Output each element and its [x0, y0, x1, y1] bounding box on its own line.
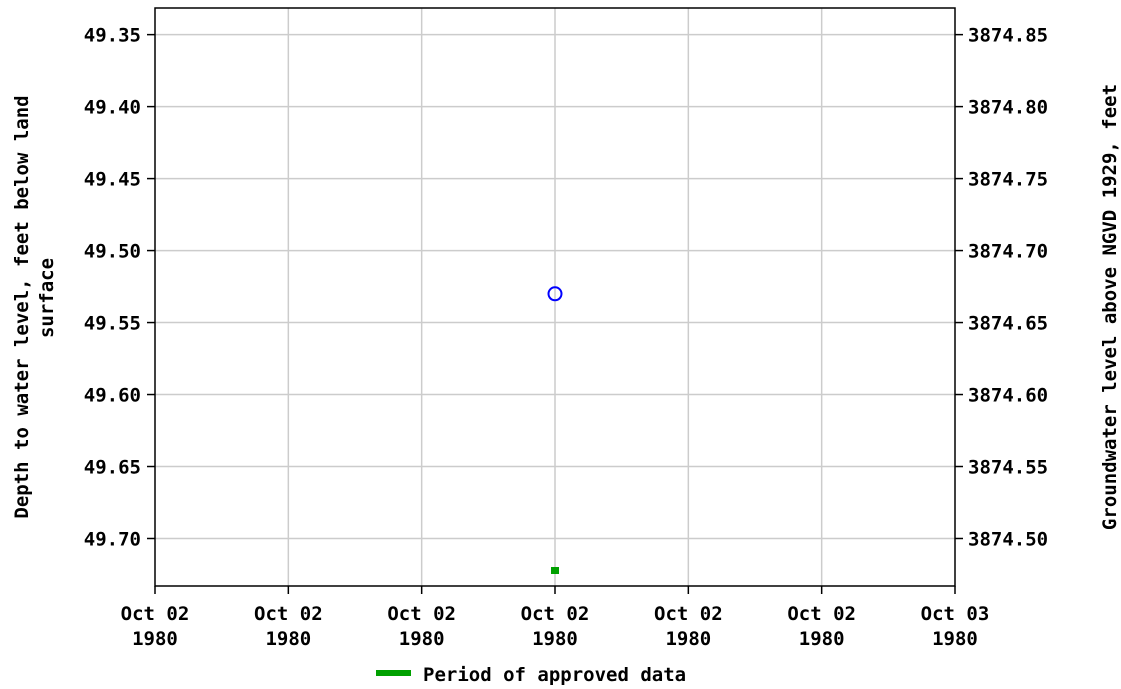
legend-label-approved: Period of approved data	[423, 664, 686, 686]
right-tick-label: 3874.85	[968, 25, 1048, 47]
x-tick-label-date: Oct 02	[254, 603, 323, 625]
approved-data-mark	[551, 567, 559, 574]
x-tick-label-year: 1980	[799, 628, 845, 650]
right-tick-label: 3874.60	[968, 385, 1048, 407]
right-tick-label: 3874.50	[968, 528, 1048, 550]
left-tick-label: 49.60	[84, 385, 141, 407]
left-tick-label: 49.55	[84, 313, 141, 335]
grid-lines	[155, 8, 955, 586]
left-axis-title-line1: Depth to water level, feet below land	[11, 95, 33, 518]
x-tick-label-date: Oct 02	[787, 603, 856, 625]
left-axis-tick-labels: 49.35 49.40 49.45 49.50 49.55 49.60 49.65 49.70	[84, 25, 141, 551]
x-tick-label-year: 1980	[932, 628, 978, 650]
x-axis-tick-labels: Oct 02 1980 Oct 02 1980 Oct 02 1980 Oct 02 1980…	[121, 603, 990, 650]
left-tick-label: 49.45	[84, 169, 141, 191]
x-tick-label-date: Oct 03	[921, 603, 990, 625]
x-tick-label-date: Oct 02	[121, 603, 190, 625]
left-axis-title-line2: surface	[36, 258, 58, 338]
legend: Period of approved data	[376, 664, 686, 686]
right-tick-label: 3874.55	[968, 457, 1048, 479]
right-tick-label: 3874.65	[968, 313, 1048, 335]
x-tick-label-year: 1980	[665, 628, 711, 650]
right-axis-tick-labels: 3874.85 3874.80 3874.75 3874.70 3874.65 3874.…	[968, 25, 1048, 551]
left-tick-label: 49.50	[84, 241, 141, 263]
right-tick-label: 3874.70	[968, 241, 1048, 263]
x-tick-label-year: 1980	[132, 628, 178, 650]
right-tick-label: 3874.75	[968, 169, 1048, 191]
legend-swatch-approved	[376, 670, 411, 676]
x-tick-label-year: 1980	[399, 628, 445, 650]
x-tick-label-date: Oct 02	[387, 603, 456, 625]
left-tick-label: 49.35	[84, 25, 141, 47]
data-marks	[547, 286, 563, 574]
x-tick-label-date: Oct 02	[654, 603, 723, 625]
right-axis-title: Groundwater level above NGVD 1929, feet	[1099, 84, 1121, 530]
left-tick-label: 49.65	[84, 457, 141, 479]
left-tick-label: 49.40	[84, 97, 141, 119]
x-tick-label-date: Oct 02	[521, 603, 590, 625]
right-tick-label: 3874.80	[968, 97, 1048, 119]
left-tick-label: 49.70	[84, 528, 141, 550]
axis-ticks	[147, 33, 963, 594]
x-tick-label-year: 1980	[532, 628, 578, 650]
data-point	[547, 286, 563, 302]
x-tick-label-year: 1980	[265, 628, 311, 650]
